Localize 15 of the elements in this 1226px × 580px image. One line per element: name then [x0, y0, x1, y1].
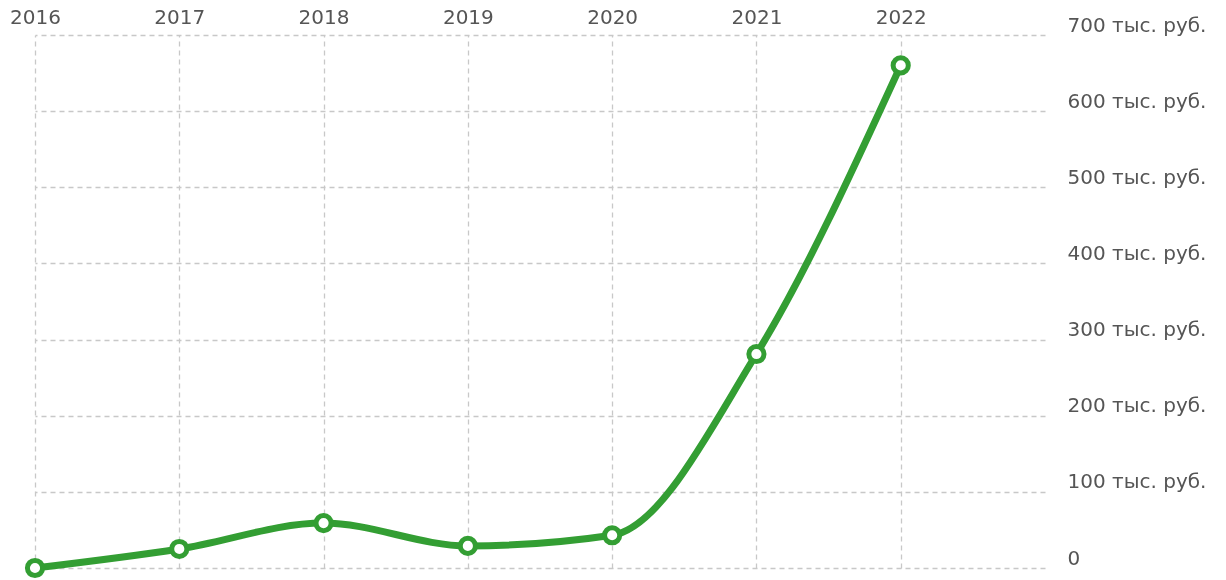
x-tick-label: 2019	[442, 4, 494, 29]
y-tick-label: 500 тыс. руб.	[1067, 164, 1207, 189]
x-tick-label: 2022	[875, 4, 927, 29]
y-tick-label: 200 тыс. руб.	[1067, 393, 1207, 418]
y-tick-label: 300 тыс. руб.	[1067, 317, 1207, 342]
x-tick-label: 2020	[587, 4, 639, 29]
y-tick-label: 400 тыс. руб.	[1067, 240, 1207, 265]
y-tick-label: 0	[1067, 545, 1081, 570]
x-tick-label: 2017	[154, 4, 206, 29]
y-tick-label: 700 тыс. руб.	[1067, 12, 1207, 37]
y-tick-label: 100 тыс. руб.	[1067, 469, 1207, 494]
x-tick-label: 2018	[298, 4, 350, 29]
y-tick-label: 600 тыс. руб.	[1067, 88, 1207, 113]
x-tick-label: 2021	[731, 4, 783, 29]
x-tick-label: 2016	[10, 4, 61, 29]
